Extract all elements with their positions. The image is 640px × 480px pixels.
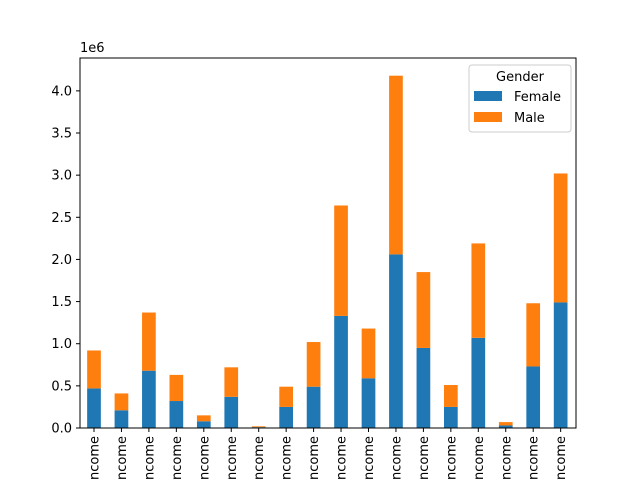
bar-male-8 [306,342,321,387]
legend-label-male: Male [514,111,545,126]
bar-female-15 [498,425,513,428]
bar-male-1 [114,393,129,411]
x-tick-label: ncome [527,436,542,480]
bar-male-11 [389,75,403,255]
y-tick-label: 1.5 [51,295,72,310]
bar-male-3 [169,374,184,402]
y-axis-multiplier: 1e6 [80,41,105,56]
bar-male-7 [279,386,293,407]
x-tick-label: ncome [335,436,350,480]
bar-male-2 [142,312,156,371]
legend-label-female: Female [514,90,561,105]
bar-female-3 [169,401,184,428]
y-axis: 0.0 0.5 1.0 1.5 2.0 2.5 3.0 3.5 4.0 [51,84,80,437]
bars-group [87,75,568,428]
x-tick-label: ncome [499,436,514,480]
bar-female-11 [389,254,403,428]
bar-female-12 [416,347,431,428]
bar-male-6 [251,426,266,428]
x-tick-label: ncome [417,436,432,480]
bar-female-2 [142,370,156,428]
x-tick-label: ncome [554,436,569,480]
bar-female-1 [114,410,129,428]
y-tick-label: 0.5 [51,379,72,394]
bar-female-4 [196,421,211,428]
x-axis: ncome ncome ncome ncome ncome ncome ncome ncome… [88,428,569,480]
bar-female-8 [306,386,321,428]
bar-male-16 [526,303,541,367]
x-tick-label: ncome [280,436,295,480]
bar-male-14 [471,243,486,338]
y-tick-label: 3.0 [51,169,72,184]
y-tick-label: 0.0 [51,422,72,437]
x-tick-label: ncome [307,436,322,480]
x-tick-label: ncome [362,436,377,480]
bar-male-9 [334,205,348,316]
legend-title: Gender [496,70,545,85]
bar-male-0 [87,350,101,389]
bar-female-17 [553,302,568,428]
bar-male-4 [196,415,211,422]
bar-female-10 [361,378,376,428]
y-tick-label: 1.0 [51,337,72,352]
bar-male-12 [416,272,431,348]
y-tick-label: 4.0 [51,84,72,99]
legend: Gender Female Male [468,64,572,133]
x-tick-label: ncome [444,436,459,480]
x-tick-label: ncome [170,436,185,480]
bar-female-0 [87,388,101,428]
x-tick-label: ncome [115,436,130,480]
plot-frame [79,57,577,429]
bar-female-5 [224,396,239,428]
bar-male-17 [553,173,568,303]
bar-female-9 [334,315,348,428]
x-tick-label: ncome [197,436,212,480]
y-tick-label: 3.5 [51,127,72,142]
bar-male-15 [498,422,513,426]
bar-male-5 [224,367,239,397]
x-tick-label: ncome [225,436,240,480]
x-tick-label: ncome [389,436,404,480]
legend-swatch-male [474,112,502,122]
legend-swatch-female [474,91,502,101]
x-tick-label: ncome [88,436,103,480]
y-tick-label: 2.0 [51,253,72,268]
y-tick-label: 2.5 [51,211,72,226]
bar-female-14 [471,337,486,428]
bar-female-13 [444,406,458,428]
bar-female-7 [279,406,293,428]
bar-female-16 [526,366,541,428]
bar-male-13 [444,385,458,407]
x-tick-label: ncome [252,436,267,480]
x-tick-label: ncome [472,436,487,480]
x-tick-label: ncome [142,436,157,480]
bar-male-10 [361,328,376,379]
